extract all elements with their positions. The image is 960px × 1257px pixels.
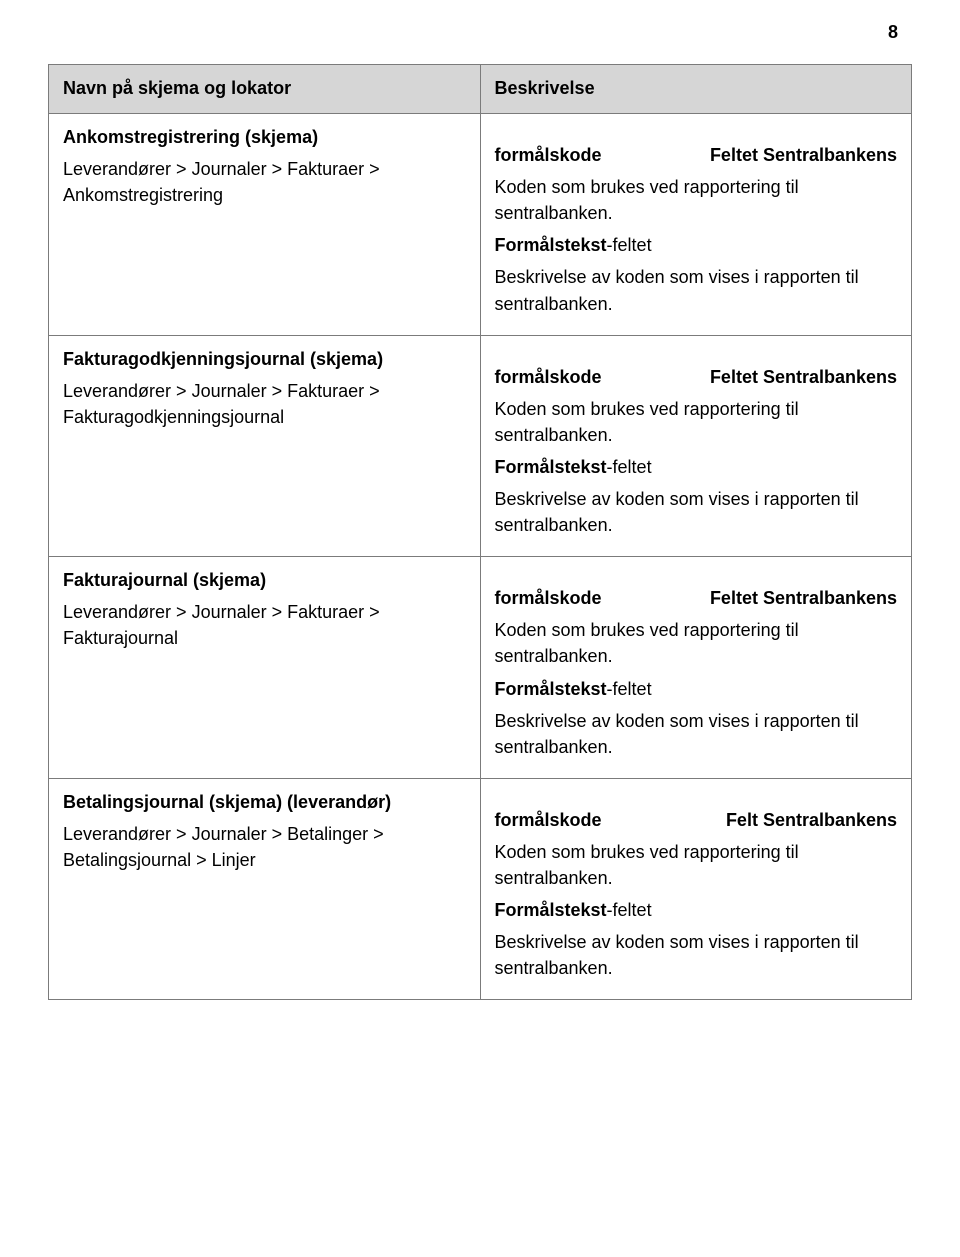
cell-right: Feltet Sentralbankens formålskode Koden … <box>480 557 912 779</box>
field-desc-1: Koden som brukes ved rapportering til se… <box>495 839 898 891</box>
table-body: Ankomstregistrering (skjema) Leverandøre… <box>49 114 912 1000</box>
field-name-right: Feltet Sentralbankens <box>710 364 897 390</box>
table-row: Fakturagodkjenningsjournal (skjema) Leve… <box>49 335 912 557</box>
row-title: Fakturajournal (skjema) <box>63 567 466 593</box>
cell-left: Betalingsjournal (skjema) (leverandør) L… <box>49 778 481 1000</box>
field-desc-2: Beskrivelse av koden som vises i rapport… <box>495 264 898 316</box>
page: 8 Navn på skjema og lokator Beskrivelse … <box>0 0 960 1048</box>
field-desc-2: Beskrivelse av koden som vises i rapport… <box>495 708 898 760</box>
field-name-right: Feltet Sentralbankens <box>710 142 897 168</box>
row-locator: Leverandører > Journaler > Fakturaer > F… <box>63 378 466 430</box>
cell-right: Feltet Sentralbankens formålskode Koden … <box>480 114 912 336</box>
field-name-right: Felt Sentralbankens <box>726 807 897 833</box>
row-title: Ankomstregistrering (skjema) <box>63 124 466 150</box>
field-desc-2: Beskrivelse av koden som vises i rapport… <box>495 486 898 538</box>
field-bold-line: Formålstekst-feltet <box>495 232 898 258</box>
cell-left: Ankomstregistrering (skjema) Leverandøre… <box>49 114 481 336</box>
row-title: Betalingsjournal (skjema) (leverandør) <box>63 789 466 815</box>
row-locator: Leverandører > Journaler > Fakturaer > A… <box>63 156 466 208</box>
cell-right: Feltet Sentralbankens formålskode Koden … <box>480 335 912 557</box>
field-desc-2: Beskrivelse av koden som vises i rapport… <box>495 929 898 981</box>
field-bold-line: Formålstekst-feltet <box>495 676 898 702</box>
field-desc-1: Koden som brukes ved rapportering til se… <box>495 174 898 226</box>
page-number: 8 <box>888 22 898 43</box>
form-locator-table: Navn på skjema og lokator Beskrivelse An… <box>48 64 912 1000</box>
cell-right: Felt Sentralbankens formålskode Koden so… <box>480 778 912 1000</box>
header-left: Navn på skjema og lokator <box>49 65 481 114</box>
field-desc-1: Koden som brukes ved rapportering til se… <box>495 617 898 669</box>
field-desc-1: Koden som brukes ved rapportering til se… <box>495 396 898 448</box>
field-name-right: Feltet Sentralbankens <box>710 585 897 611</box>
table-row: Betalingsjournal (skjema) (leverandør) L… <box>49 778 912 1000</box>
field-bold-line: Formålstekst-feltet <box>495 454 898 480</box>
row-locator: Leverandører > Journaler > Betalinger > … <box>63 821 466 873</box>
table-row: Fakturajournal (skjema) Leverandører > J… <box>49 557 912 779</box>
table-header: Navn på skjema og lokator Beskrivelse <box>49 65 912 114</box>
row-locator: Leverandører > Journaler > Fakturaer > F… <box>63 599 466 651</box>
row-title: Fakturagodkjenningsjournal (skjema) <box>63 346 466 372</box>
header-right: Beskrivelse <box>480 65 912 114</box>
field-bold-line: Formålstekst-feltet <box>495 897 898 923</box>
cell-left: Fakturajournal (skjema) Leverandører > J… <box>49 557 481 779</box>
cell-left: Fakturagodkjenningsjournal (skjema) Leve… <box>49 335 481 557</box>
table-row: Ankomstregistrering (skjema) Leverandøre… <box>49 114 912 336</box>
